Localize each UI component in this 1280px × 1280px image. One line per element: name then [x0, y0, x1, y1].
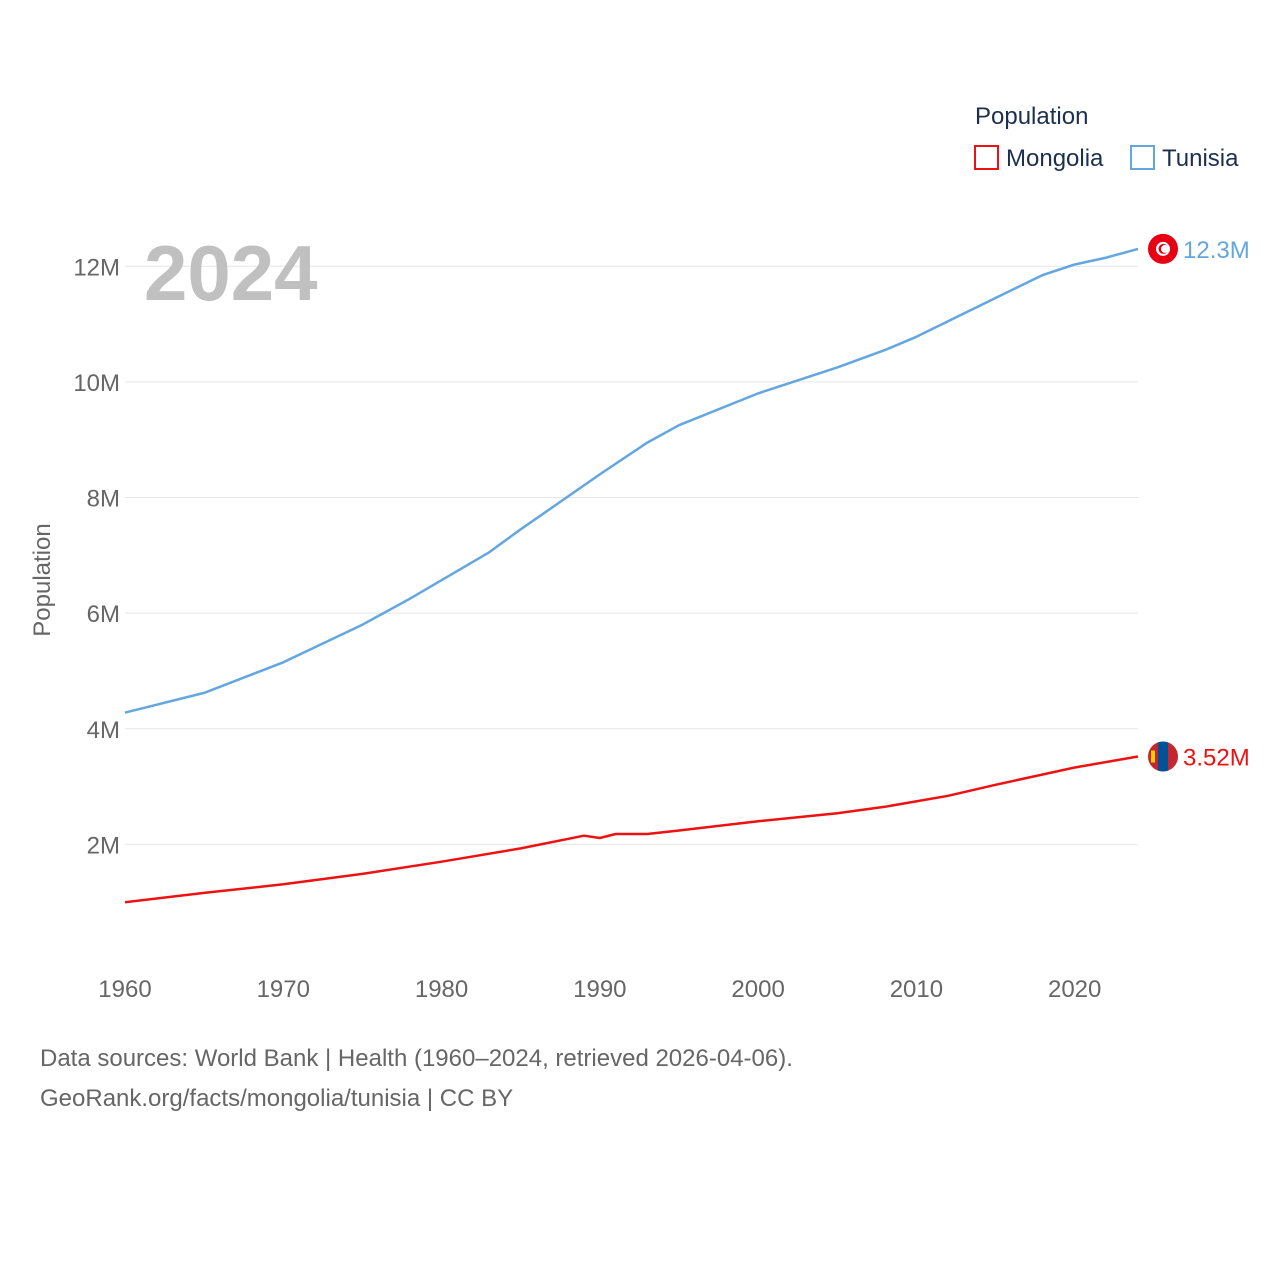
y-tick-label: 12M — [73, 254, 120, 281]
legend-label-tunisia: Tunisia — [1162, 145, 1239, 172]
x-tick-label: 2000 — [731, 976, 784, 1003]
series-endpoints: 3.52M 12.3M — [1148, 233, 1250, 772]
series-line-mongolia — [124, 755, 1139, 904]
current-year-label: 2024 — [144, 229, 318, 317]
y-tick-label: 8M — [87, 486, 120, 513]
y-tick-label: 4M — [87, 717, 120, 744]
legend-item-mongolia[interactable]: Mongolia — [974, 145, 1104, 172]
x-tick-label: 1960 — [98, 976, 151, 1003]
y-axis-ticks: 2M 4M 6M 8M 10M 12M — [73, 254, 120, 859]
y-tick-label: 6M — [87, 601, 120, 628]
legend-item-tunisia[interactable]: Tunisia — [1130, 145, 1239, 172]
grid-lines — [125, 265, 1138, 845]
legend[interactable]: Population Mongolia Tunisia — [974, 103, 1239, 172]
x-tick-label: 2020 — [1048, 976, 1101, 1003]
data-source-note: Data sources: World Bank | Health (1960–… — [40, 1045, 793, 1072]
x-tick-label: 1990 — [573, 976, 626, 1003]
series-lines — [124, 247, 1139, 904]
legend-swatch-tunisia — [1130, 145, 1155, 170]
x-tick-label: 2010 — [890, 976, 943, 1003]
license-note: GeoRank.org/facts/mongolia/tunisia | CC … — [40, 1085, 514, 1112]
x-tick-label: 1970 — [257, 976, 310, 1003]
mongolia-flag-icon — [1148, 741, 1178, 772]
series-line-tunisia — [124, 247, 1139, 714]
x-axis-ticks: 1960 1970 1980 1990 2000 2010 2020 — [98, 976, 1101, 1003]
tunisia-flag-icon — [1148, 233, 1178, 264]
y-tick-label: 2M — [87, 832, 120, 859]
y-axis-title: Population — [29, 523, 56, 636]
y-tick-label: 10M — [73, 370, 120, 397]
x-tick-label: 1980 — [415, 976, 468, 1003]
legend-title: Population — [975, 103, 1088, 130]
end-label-mongolia: 3.52M — [1183, 745, 1250, 772]
legend-swatch-mongolia — [974, 145, 999, 170]
end-label-tunisia: 12.3M — [1183, 237, 1250, 264]
legend-label-mongolia: Mongolia — [1006, 145, 1104, 172]
